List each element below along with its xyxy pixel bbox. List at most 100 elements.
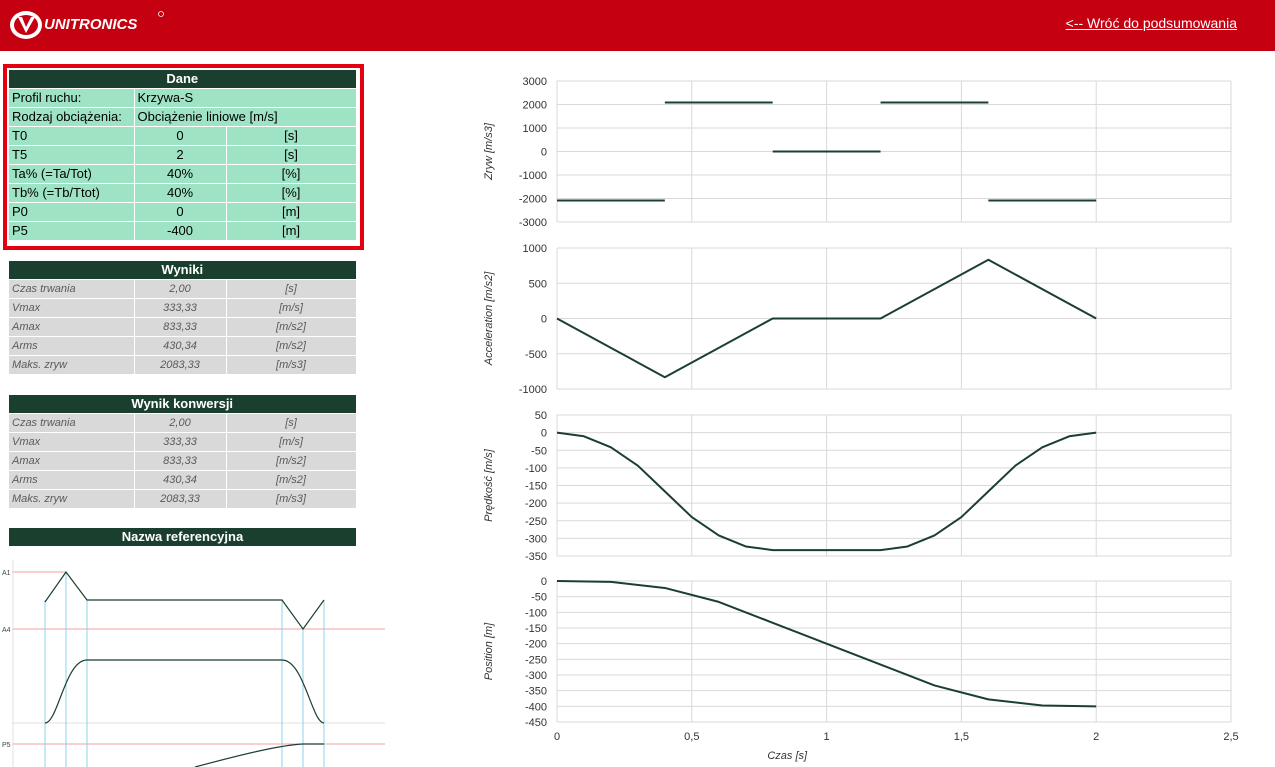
y-axis-label: Zryw [m/s3] (483, 122, 495, 181)
wyniki-label: Arms (9, 336, 135, 356)
y-tick-label: 3000 (523, 76, 547, 88)
y-tick-label: -250 (525, 516, 547, 528)
dane-label: Rodzaj obciążenia: (9, 107, 135, 127)
x-tick-label: 0,5 (684, 731, 699, 743)
wyniki-unit: [m/s2] (226, 336, 357, 356)
back-to-summary-link[interactable]: <-- Wróć do podsumowania (1065, 15, 1237, 31)
y-tick-label: -300 (525, 533, 547, 545)
y-tick-label: -2000 (519, 194, 547, 206)
y-tick-label: -50 (531, 592, 547, 604)
konwersja-unit: [m/s2] (226, 451, 357, 471)
series-line (556, 431, 1097, 552)
konwersja-unit: [m/s3] (226, 489, 357, 509)
y-tick-label: 50 (535, 410, 547, 422)
y-tick-label: -350 (525, 551, 547, 563)
konwersja-label: Vmax (9, 432, 135, 452)
wyniki-table: Wyniki Czas trwania 2,00 [s] Vmax 333,33 [m/… (9, 261, 357, 375)
reference-diagram: A1 A4 P5 (2, 560, 385, 767)
konwersja-label: Arms (9, 470, 135, 490)
reference-title: Nazwa referencyjna (9, 528, 356, 546)
y-axis-label: Position [m] (483, 622, 495, 680)
wyniki-value: 333,33 (134, 298, 227, 318)
dane-label: P0 (9, 202, 135, 222)
konwersja-table: Wynik konwersji Czas trwania 2,00 [s] Vmax… (9, 395, 357, 509)
dane-value-input[interactable]: 2 (134, 145, 227, 165)
dane-label: P5 (9, 221, 135, 241)
dane-label: T0 (9, 126, 135, 146)
app-header: UNITRONICS <-- Wróć do podsumowania (0, 0, 1275, 51)
y-tick-label: -200 (525, 498, 547, 510)
svg-text:UNITRONICS: UNITRONICS (44, 16, 137, 33)
y-tick-label: -400 (525, 701, 547, 713)
dane-label: Profil ruchu: (9, 88, 135, 108)
chart-2: 1000 500 0 -500 -1000 Acceleration [m/s2] (483, 243, 1232, 396)
dane-value-input[interactable]: 40% (134, 183, 227, 203)
dane-unit: [s] (226, 145, 357, 165)
dane-table: Dane Profil ruchu: Krzywa-S Rodzaj obciąż… (9, 70, 357, 241)
y-tick-label: -100 (525, 463, 547, 475)
konwersja-label: Amax (9, 451, 135, 471)
y-tick-label: 2000 (523, 100, 547, 112)
dane-highlight-frame (3, 64, 364, 250)
x-tick-label: 2,5 (1223, 731, 1238, 743)
dane-value-input[interactable]: 40% (134, 164, 227, 184)
wyniki-value: 2,00 (134, 279, 227, 299)
konwersja-value: 833,33 (134, 451, 227, 471)
dane-unit: [s] (226, 126, 357, 146)
y-tick-label: 1000 (523, 243, 547, 255)
dane-unit: [%] (226, 164, 357, 184)
series-line (556, 580, 1097, 708)
y-tick-label: -1000 (519, 384, 547, 396)
dane-label: Ta% (=Ta/Tot) (9, 164, 135, 184)
series-line (556, 258, 1097, 379)
y-tick-label: -1000 (519, 170, 547, 182)
dane-unit: [m] (226, 221, 357, 241)
wyniki-label: Vmax (9, 298, 135, 318)
konwersja-value: 2,00 (134, 413, 227, 433)
x-tick-label: 1 (824, 731, 830, 743)
x-tick-label: 0 (554, 731, 560, 743)
dane-label: T5 (9, 145, 135, 165)
x-tick-label: 1,5 (954, 731, 969, 743)
wyniki-unit: [m/s2] (226, 317, 357, 337)
dane-value-input[interactable]: Obciążenie liniowe [m/s] (134, 107, 357, 127)
y-tick-label: -50 (531, 445, 547, 457)
dane-title: Dane (9, 70, 357, 89)
y-tick-label: -100 (525, 607, 547, 619)
dane-label: Tb% (=Tb/Ttot) (9, 183, 135, 203)
dane-value-input[interactable]: -400 (134, 221, 227, 241)
y-tick-label: 0 (541, 428, 547, 440)
dane-value-input[interactable]: Krzywa-S (134, 88, 357, 108)
wyniki-unit: [m/s] (226, 298, 357, 318)
y-tick-label: 500 (529, 278, 547, 290)
konwersja-unit: [s] (226, 413, 357, 433)
y-axis-label: Prędkość [m/s] (483, 448, 495, 522)
konwersja-value: 430,34 (134, 470, 227, 490)
y-tick-label: -150 (525, 481, 547, 493)
dane-unit: [%] (226, 183, 357, 203)
konwersja-title: Wynik konwersji (9, 395, 357, 414)
y-tick-label: 0 (541, 147, 547, 159)
y-tick-label: -500 (525, 349, 547, 361)
chart-1: 3000 2000 1000 0 -1000 -2000 -3000 Zryw [m/s3] (483, 76, 1232, 229)
y-axis-label: Acceleration [m/s2] (483, 271, 495, 366)
y-tick-label: -250 (525, 654, 547, 666)
konwersja-label: Maks. zryw (9, 489, 135, 509)
wyniki-label: Maks. zryw (9, 355, 135, 375)
dane-value-input[interactable]: 0 (134, 126, 227, 146)
y-tick-label: 0 (541, 576, 547, 588)
dane-value-input[interactable]: 0 (134, 202, 227, 222)
y-tick-label: -300 (525, 670, 547, 682)
y-tick-label: -450 (525, 717, 547, 729)
wyniki-label: Amax (9, 317, 135, 337)
y-tick-label: -350 (525, 686, 547, 698)
ref-label-a4: A4 (2, 627, 11, 634)
wyniki-title: Wyniki (9, 261, 357, 280)
konwersja-unit: [m/s] (226, 432, 357, 452)
x-tick-label: 2 (1093, 731, 1099, 743)
wyniki-value: 2083,33 (134, 355, 227, 375)
x-axis-label: Czas [s] (767, 750, 808, 762)
wyniki-unit: [m/s3] (226, 355, 357, 375)
chart-3: 50 0 -50 -100 -150 -200 -250 -300 -350 Prędkość [… (483, 410, 1232, 563)
